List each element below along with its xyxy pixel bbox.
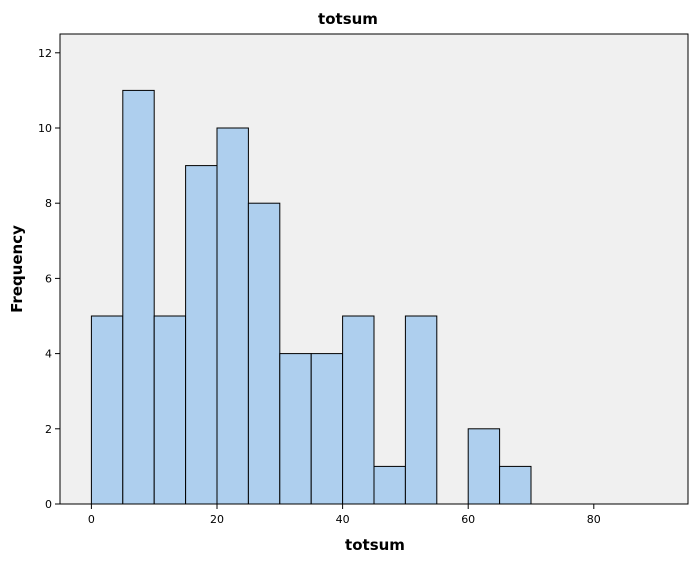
y-axis-ticks: 0 2 4 6 8 10 12 — [38, 47, 60, 511]
histogram-bar-10-15 — [153, 315, 187, 505]
bars-layer — [90, 89, 532, 505]
y-tick-label-4: 4 — [45, 348, 52, 361]
y-tick-label-0: 0 — [45, 498, 52, 511]
x-tick-label-60: 60 — [461, 513, 475, 526]
y-tick-label-2: 2 — [45, 423, 52, 436]
histogram-bar-35-40 — [310, 353, 344, 505]
x-tick-label-20: 20 — [210, 513, 224, 526]
x-tick-label-0: 0 — [88, 513, 95, 526]
histogram-bar-0-5 — [90, 315, 124, 505]
histogram-bar-15-20 — [185, 165, 218, 505]
chart-title: totsum — [318, 10, 378, 28]
histogram-bar-30-35 — [279, 353, 312, 505]
y-tick-label-12: 12 — [38, 47, 52, 60]
histogram-bar-25-30 — [247, 202, 281, 505]
x-tick-label-40: 40 — [336, 513, 350, 526]
y-tick-label-8: 8 — [45, 197, 52, 210]
x-axis-ticks: 0 20 40 60 80 — [88, 504, 601, 526]
histogram-bar-20-25 — [216, 127, 249, 505]
y-axis-label: Frequency — [8, 225, 26, 313]
x-axis-label: totsum — [345, 536, 405, 554]
histogram-bar-5-10 — [122, 89, 155, 505]
y-tick-label-6: 6 — [45, 272, 52, 285]
histogram-bar-50-55 — [404, 315, 438, 505]
histogram-bar-65-70 — [499, 465, 532, 505]
histogram-bar-60-65 — [467, 428, 501, 505]
x-tick-label-80: 80 — [587, 513, 601, 526]
plot-frame — [59, 33, 689, 505]
y-tick-label-10: 10 — [38, 122, 52, 135]
histogram-bar-40-45 — [342, 315, 375, 505]
histogram-bar-45-50 — [373, 465, 406, 505]
